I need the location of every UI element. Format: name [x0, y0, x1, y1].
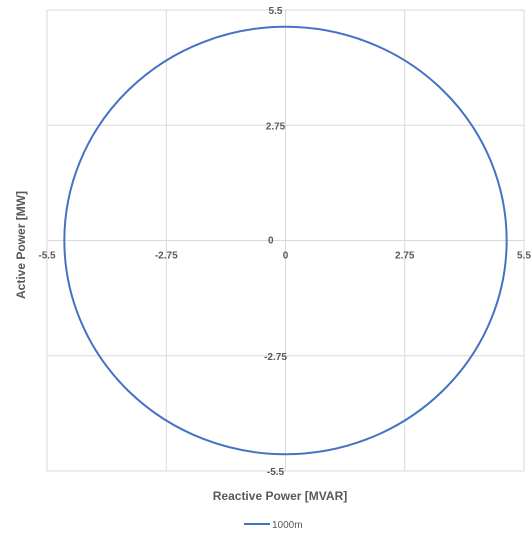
x-tick-label-0: -5.5 — [38, 251, 56, 262]
y-tick-label-4: 5.5 — [269, 6, 283, 17]
grid — [46, 9, 525, 472]
x-tick-label-3: 2.75 — [395, 251, 415, 262]
y-tick-label-1: -2.75 — [264, 352, 287, 363]
legend: 1000m — [244, 520, 303, 531]
y-axis-title: Active Power [MW] — [14, 191, 28, 299]
y-tick-label-3: 2.75 — [266, 121, 286, 132]
x-tick-label-1: -2.75 — [155, 251, 178, 262]
legend-label-1000m: 1000m — [272, 520, 303, 531]
y-tick-label-2: 0 — [268, 236, 274, 247]
x-tick-label-4: 5.5 — [517, 251, 531, 262]
series-line-1000m — [63, 25, 508, 456]
y-tick-label-0: -5.5 — [267, 467, 285, 478]
tick-labels: -5.5 -2.75 0 2.75 5.5 -5.5 -2.75 0 2.75 5.5 — [38, 6, 531, 478]
series-layer — [63, 25, 508, 456]
x-axis-title: Reactive Power [MVAR] — [213, 489, 347, 503]
x-tick-label-2: 0 — [283, 251, 289, 262]
